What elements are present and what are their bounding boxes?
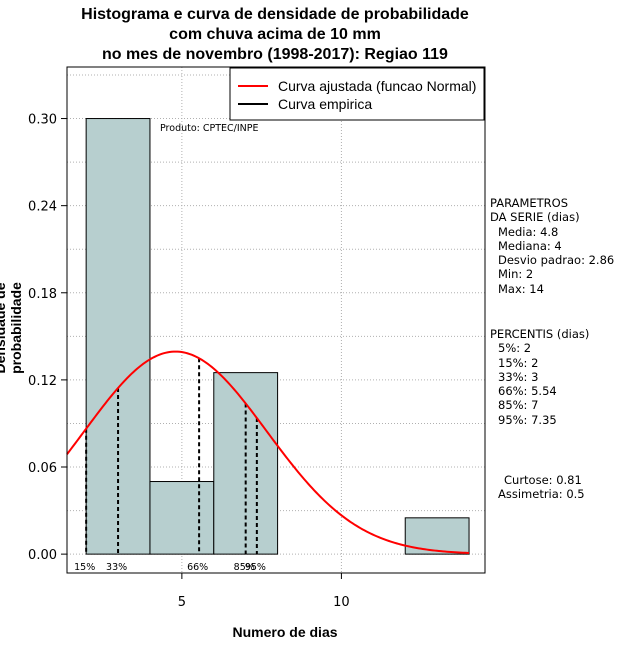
y-tick-label: 0.12 [28,374,57,389]
y-tick-label: 0.30 [28,113,57,128]
percentil-5: 5%: 2 [498,341,532,356]
histogram-bar [404,517,470,555]
percentile-label: 95% [245,562,266,573]
percentile-label: 85% [234,562,255,573]
product-annotation: Produto: CPTEC/INPE [160,123,259,134]
legend-box [229,67,485,121]
chart-title-line-1: Histograma e curva de densidade de proba… [81,6,469,23]
chart-title-line-3: no mes de novembro (1998-2017): Regiao 1… [102,46,448,63]
percentile-label: 33% [106,562,127,573]
param-min: Min: 2 [498,267,534,282]
param-max: Max: 14 [498,281,544,296]
params-header-line-2: DA SERIE (dias) [490,210,580,225]
percentile-label: 15% [74,562,95,573]
percentil-15: 15%: 2 [498,355,539,370]
histogram-bar [149,481,215,555]
plot-frame [66,66,486,574]
y-tick-label: 0.00 [28,548,57,563]
legend-label-fitted: Curva ajustada (funcao Normal) [278,78,476,94]
axis-ticks: 5 10 0.00 0.06 0.12 0.18 0.24 0.30 [28,113,350,610]
params-header-line-1: PARAMETROS [490,196,569,210]
percentil-33: 33%: 3 [498,369,539,384]
y-tick-label: 0.18 [28,287,57,302]
percentis-header: PERCENTIS (dias) [490,327,590,341]
moments-panel: Curtose: 0.81 Assimetria: 0.5 [498,473,585,502]
legend-label-empirical: Curva empirica [278,96,372,112]
x-tick-label: 5 [178,595,186,610]
assimetria-value: Assimetria: 0.5 [498,487,585,502]
param-media: Media: 4.8 [498,224,559,239]
percentiles-panel: PERCENTIS (dias) 5%: 2 15%: 2 33%: 3 66%… [490,327,589,427]
percentil-95: 95%: 7.35 [498,412,557,427]
normal-curve-line [66,350,470,554]
y-axis-label: Densidade de probabilidade [0,282,24,374]
series-parameters: PARAMETROS DA SERIE (dias) Media: 4.8 Me… [490,196,614,296]
legend: Curva ajustada (funcao Normal) Curva emp… [229,67,485,121]
chart-title-line-2: com chuva acima de 10 mm [169,26,381,43]
percentile-lines: 15% 33% 66% 85%95% [74,358,266,573]
x-tick-label: 10 [333,595,350,610]
percentil-85: 85%: 7 [498,398,539,413]
x-axis-label: Numero de dias [232,624,338,640]
y-tick-label: 0.24 [28,200,57,215]
percentil-66: 66%: 5.54 [498,384,557,399]
percentile-label: 66% [187,562,208,573]
curtose-value: Curtose: 0.81 [504,473,582,487]
y-tick-label: 0.06 [28,461,57,476]
param-desvio: Desvio padrao: 2.86 [498,253,615,268]
param-mediana: Mediana: 4 [498,238,562,253]
